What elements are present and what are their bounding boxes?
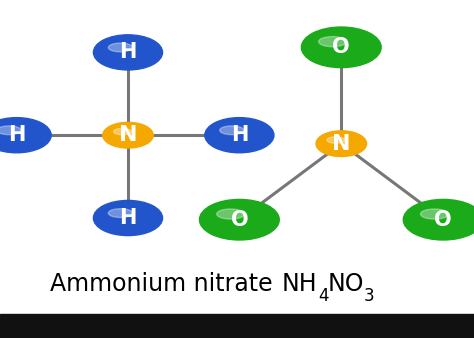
Ellipse shape [219,126,244,135]
Text: H: H [119,42,137,63]
Text: O: O [434,210,452,230]
Text: H: H [8,125,25,145]
Ellipse shape [420,209,448,219]
Ellipse shape [403,199,474,240]
Text: O: O [332,37,350,57]
Text: NH: NH [282,272,318,296]
Ellipse shape [108,43,132,52]
Ellipse shape [205,118,274,153]
Ellipse shape [103,122,153,148]
FancyBboxPatch shape [0,314,474,338]
Ellipse shape [93,35,163,70]
Ellipse shape [108,209,132,217]
Text: H: H [231,125,248,145]
Ellipse shape [200,199,279,240]
Ellipse shape [114,128,131,135]
Ellipse shape [0,126,21,135]
Ellipse shape [319,37,346,47]
Text: 4: 4 [319,287,329,305]
Ellipse shape [301,27,381,68]
Ellipse shape [93,200,163,236]
Ellipse shape [0,118,51,153]
Text: H: H [119,208,137,228]
Ellipse shape [327,137,345,143]
Ellipse shape [316,131,366,156]
Text: 3: 3 [364,287,374,305]
Text: N: N [118,125,137,145]
Text: O: O [230,210,248,230]
Ellipse shape [217,209,245,219]
Text: Ammonium nitrate: Ammonium nitrate [50,272,273,296]
Text: N: N [332,134,351,154]
Text: NO: NO [328,272,365,296]
